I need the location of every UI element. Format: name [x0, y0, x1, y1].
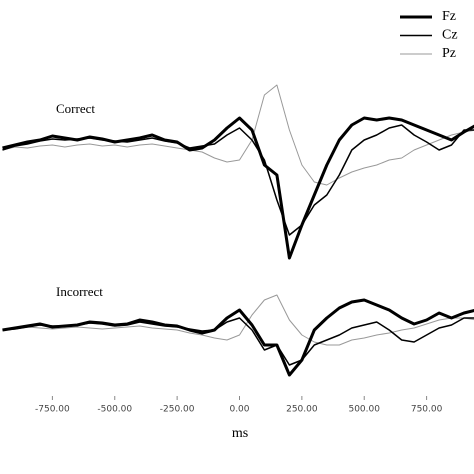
x-tick-label: -750.00	[35, 405, 70, 415]
panel-label: Correct	[56, 101, 95, 116]
x-tick-label: 250.00	[286, 405, 318, 415]
x-axis-label: ms	[232, 426, 248, 441]
x-tick-label: 0.00	[229, 405, 249, 415]
legend-label: Fz	[442, 9, 456, 24]
legend-label: Pz	[442, 46, 456, 61]
series-line	[2, 294, 474, 346]
x-tick-label: -500.00	[97, 405, 132, 415]
panel-label: Incorrect	[56, 284, 103, 299]
series-line	[2, 124, 474, 236]
series-line	[2, 84, 474, 186]
series-line	[2, 298, 474, 377]
x-tick-label: -250.00	[160, 405, 195, 415]
legend-label: Cz	[442, 28, 458, 43]
series-line	[2, 116, 474, 260]
x-tick-label: 750.00	[411, 405, 443, 415]
x-tick-label: 500.00	[348, 405, 380, 415]
